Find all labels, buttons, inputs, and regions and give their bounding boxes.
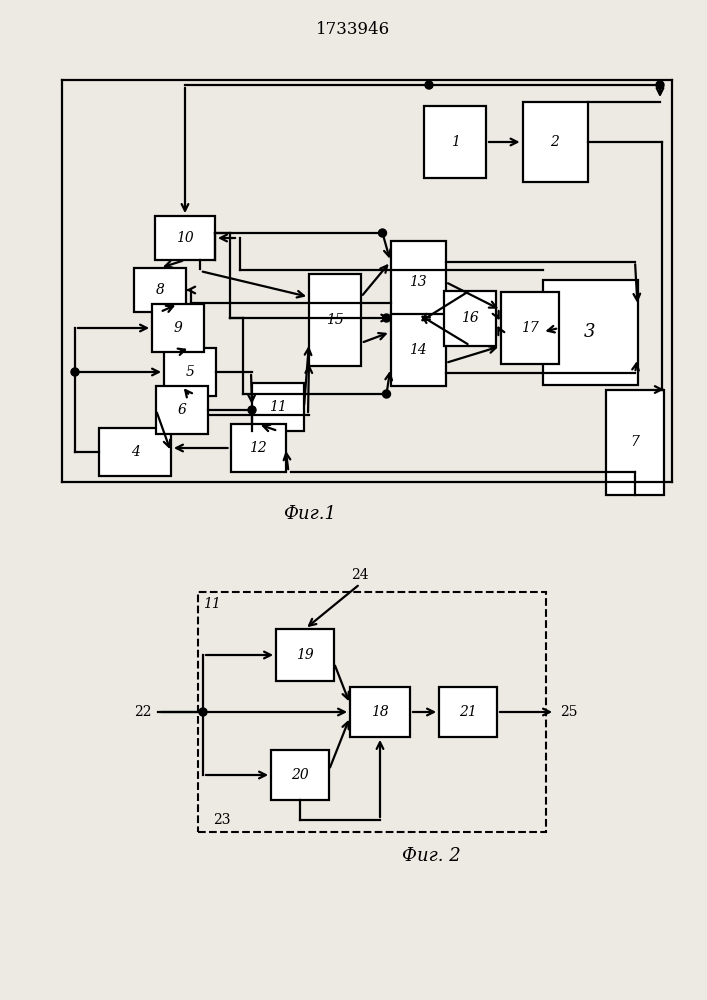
Bar [501, 292, 559, 364]
Text: 11: 11 [269, 400, 287, 414]
Bar [522, 102, 588, 182]
Bar [309, 274, 361, 366]
Text: 1733946: 1733946 [316, 21, 390, 38]
Text: 2: 2 [551, 135, 559, 149]
Bar [152, 304, 204, 352]
Bar [424, 106, 486, 178]
Circle shape [382, 314, 390, 322]
Bar [542, 279, 638, 384]
Text: 8: 8 [156, 283, 165, 297]
Bar [444, 290, 496, 346]
Circle shape [382, 390, 390, 398]
Text: 6: 6 [177, 403, 187, 417]
Text: 18: 18 [371, 705, 389, 719]
Text: 24: 24 [351, 568, 369, 582]
Bar [198, 592, 546, 832]
Circle shape [248, 406, 256, 414]
Bar [350, 687, 410, 737]
Circle shape [378, 229, 387, 237]
Circle shape [656, 81, 664, 89]
Bar [99, 428, 171, 476]
Text: 16: 16 [461, 311, 479, 325]
Bar [156, 386, 208, 434]
Text: 10: 10 [176, 231, 194, 245]
Text: 23: 23 [213, 813, 230, 827]
Text: 1: 1 [450, 135, 460, 149]
Text: 11: 11 [203, 597, 221, 611]
Text: 7: 7 [631, 435, 639, 449]
Circle shape [199, 708, 207, 716]
Text: 5: 5 [185, 365, 194, 379]
Bar [155, 216, 215, 260]
Bar [276, 629, 334, 681]
Bar [390, 241, 445, 323]
Bar [164, 348, 216, 396]
Text: 17: 17 [521, 321, 539, 335]
Text: 9: 9 [173, 321, 182, 335]
Text: 22: 22 [134, 705, 152, 719]
Circle shape [425, 81, 433, 89]
Text: 3: 3 [584, 323, 596, 341]
Bar [230, 424, 286, 472]
Bar [252, 383, 304, 431]
Text: 15: 15 [326, 313, 344, 327]
Text: Фиг.1: Фиг.1 [284, 505, 337, 523]
Text: 14: 14 [409, 343, 427, 357]
Circle shape [71, 368, 79, 376]
Text: 4: 4 [131, 445, 139, 459]
Bar [390, 314, 445, 386]
Bar [606, 389, 664, 494]
Bar [439, 687, 497, 737]
Text: 21: 21 [459, 705, 477, 719]
Text: 25: 25 [560, 705, 578, 719]
Bar [134, 268, 186, 312]
Text: 19: 19 [296, 648, 314, 662]
Text: 12: 12 [249, 441, 267, 455]
Text: 13: 13 [409, 275, 427, 289]
Text: 20: 20 [291, 768, 309, 782]
Bar [271, 750, 329, 800]
Text: Фиг. 2: Фиг. 2 [402, 847, 461, 865]
